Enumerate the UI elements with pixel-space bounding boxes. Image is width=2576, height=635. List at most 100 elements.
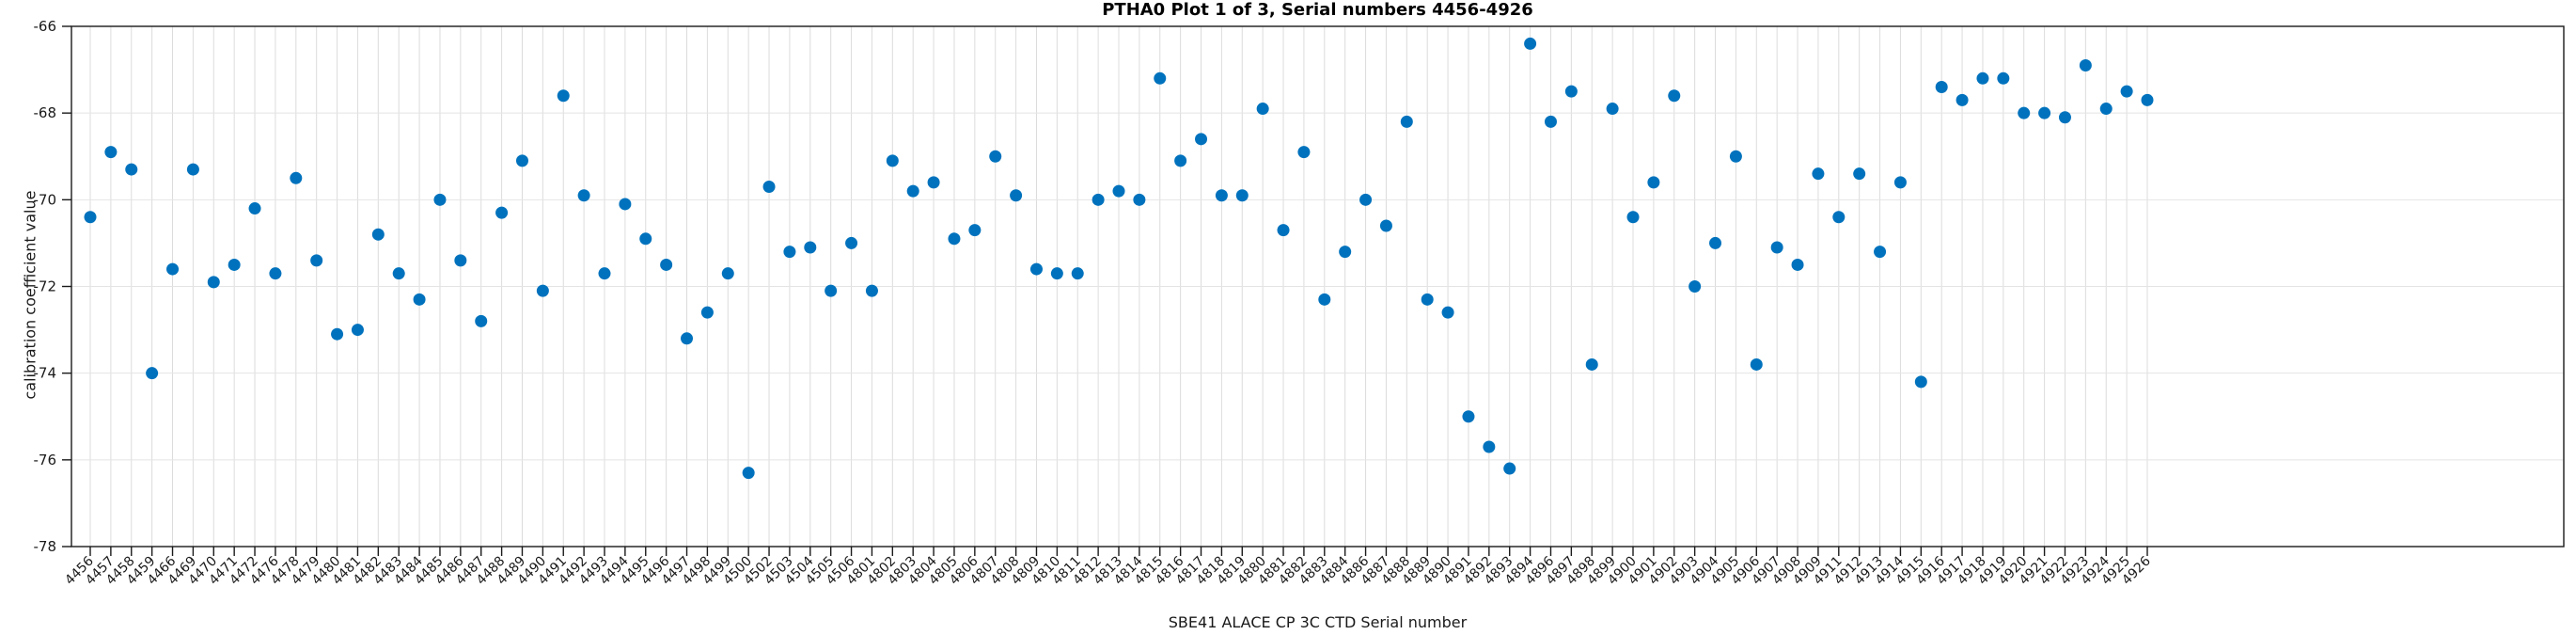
grid-lines <box>71 26 2564 547</box>
data-point <box>804 241 817 254</box>
data-point <box>331 327 344 341</box>
data-point <box>639 232 652 246</box>
data-points <box>84 37 2154 480</box>
data-point <box>1462 410 1475 423</box>
data-point <box>413 293 426 306</box>
data-point <box>1010 189 1023 202</box>
y-tick-label: -74 <box>34 365 57 382</box>
data-point <box>1339 246 1352 259</box>
data-point <box>228 258 241 271</box>
data-point <box>1235 189 1249 202</box>
data-point <box>783 246 796 259</box>
data-point <box>660 258 673 271</box>
data-point <box>1524 37 1537 50</box>
data-point <box>762 181 776 194</box>
data-point <box>1256 103 1269 116</box>
data-point <box>1750 357 1763 371</box>
data-point <box>1914 375 1927 389</box>
data-point <box>865 284 878 297</box>
data-point <box>207 276 220 289</box>
data-point <box>2141 93 2154 106</box>
data-point <box>1770 241 1783 254</box>
data-point <box>1668 89 1681 103</box>
data-point <box>1154 71 1167 85</box>
data-point <box>1585 357 1598 371</box>
data-point <box>1935 81 1948 94</box>
data-point <box>1359 193 1373 206</box>
data-point <box>721 267 734 280</box>
data-point <box>1029 262 1043 276</box>
data-point <box>2058 111 2071 124</box>
data-point <box>1709 236 1722 249</box>
data-point <box>1874 246 1887 259</box>
data-point <box>2018 106 2031 119</box>
data-point <box>290 171 303 184</box>
data-point <box>1050 267 1063 280</box>
data-point <box>351 324 364 337</box>
data-point <box>1071 267 1084 280</box>
data-point <box>1853 167 1866 181</box>
y-tick-label: -76 <box>34 452 57 468</box>
y-tick-label: -72 <box>34 278 57 295</box>
data-point <box>125 163 138 176</box>
y-tick-label: -70 <box>34 191 57 208</box>
data-point <box>1503 462 1516 475</box>
data-point <box>2120 85 2133 98</box>
data-point <box>948 232 961 246</box>
y-axis-label: calibration coefficient value <box>21 190 39 400</box>
data-point <box>166 262 180 276</box>
data-point <box>1215 189 1228 202</box>
data-point <box>1441 306 1454 319</box>
data-point <box>557 89 570 103</box>
data-point <box>1195 133 1208 146</box>
data-point <box>1400 115 1413 128</box>
data-point <box>248 202 261 215</box>
data-point <box>2038 106 2051 119</box>
data-point <box>1606 103 1619 116</box>
data-point <box>1174 154 1187 167</box>
data-point <box>2099 103 2113 116</box>
data-point <box>433 193 447 206</box>
data-point <box>968 224 982 237</box>
data-point <box>515 154 528 167</box>
data-point <box>927 176 940 189</box>
data-point <box>392 267 405 280</box>
data-point <box>1976 71 1989 85</box>
data-point <box>1729 150 1742 163</box>
data-point <box>742 467 755 480</box>
x-axis-label: SBE41 ALACE CP 3C CTD Serial number <box>1168 613 1468 631</box>
data-point <box>1832 211 1846 224</box>
data-point <box>1379 219 1392 232</box>
y-tick-label: -78 <box>34 538 57 555</box>
data-point <box>104 146 118 159</box>
data-point <box>536 284 549 297</box>
data-point <box>454 254 467 267</box>
data-point <box>1297 146 1311 159</box>
data-point <box>1092 193 1105 206</box>
data-point <box>886 154 899 167</box>
data-point <box>1812 167 1825 181</box>
data-point <box>310 254 323 267</box>
data-point <box>146 367 159 380</box>
y-tick-label: -66 <box>34 18 57 35</box>
data-point <box>186 163 199 176</box>
y-axis: -66 -68 -70 -72 -74 -76 -78 <box>34 18 71 555</box>
data-point <box>577 189 590 202</box>
data-point <box>845 236 858 249</box>
data-point <box>1626 211 1640 224</box>
data-point <box>371 228 385 241</box>
data-point <box>700 306 714 319</box>
data-point <box>1893 176 1907 189</box>
data-point <box>1564 85 1578 98</box>
chart-title: PTHA0 Plot 1 of 3, Serial numbers 4456-4… <box>1102 0 1533 20</box>
data-point <box>1689 280 1702 293</box>
data-point <box>906 184 919 198</box>
x-axis: 4456445744584459446644694470447144724476… <box>62 547 2154 588</box>
data-point <box>2079 58 2092 71</box>
data-point <box>269 267 282 280</box>
data-point <box>475 314 488 327</box>
data-point <box>84 211 97 224</box>
data-point <box>619 198 632 211</box>
